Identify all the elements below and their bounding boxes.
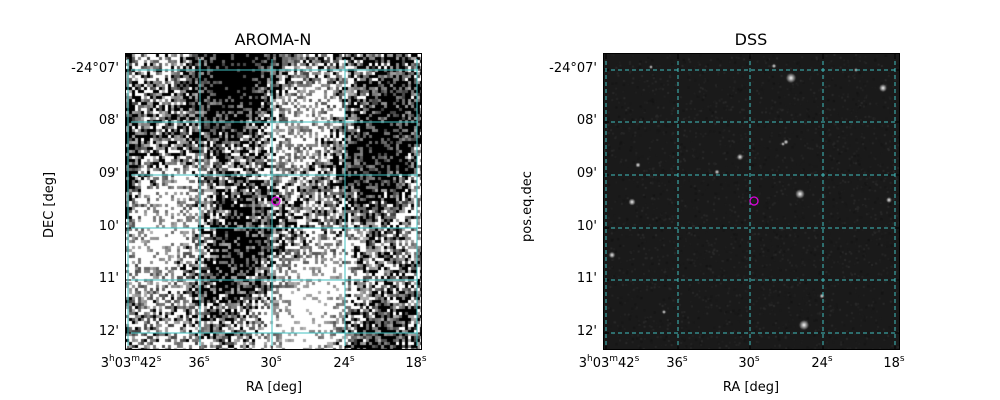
x-tick-label: 30s [260,354,282,372]
dss-image-canvas [604,54,899,349]
coordinate-grid [126,54,421,349]
panel-title: DSS [734,30,768,49]
x-axis-label: RA [deg] [245,380,303,395]
y-tick-label: -24°07' [549,61,597,76]
dss-image [603,53,900,350]
x-tick-label: 36s [666,354,688,372]
x-tick-label: 18s [405,354,427,372]
y-tick-label: 11' [98,271,119,286]
y-tick-label: 09' [576,166,597,181]
x-tick-label: 36s [188,354,210,372]
aroma-image [125,53,422,350]
y-tick-label: 10' [98,219,119,234]
coordinate-grid [604,54,899,349]
x-tick-label: 3h03m42s [100,354,162,372]
y-tick-label: 08' [576,113,597,128]
y-tick-label: -24°07' [71,61,119,76]
x-tick-label: 24s [333,354,355,372]
aroma-image-canvas [126,54,421,349]
y-tick-label: 11' [576,271,597,286]
x-tick-label: 3h03m42s [578,354,640,372]
x-tick-label: 30s [738,354,760,372]
panel-title: AROMA-N [234,30,312,49]
y-tick-label: 08' [98,113,119,128]
y-tick-label: 09' [98,166,119,181]
y-tick-label: 12' [98,324,119,339]
y-tick-label: 12' [576,324,597,339]
x-tick-label: 18s [883,354,905,372]
x-axis-label: RA [deg] [722,380,780,395]
target-marker [271,196,281,206]
target-marker [749,196,759,206]
y-tick-label: 10' [576,219,597,234]
x-tick-label: 24s [811,354,833,372]
